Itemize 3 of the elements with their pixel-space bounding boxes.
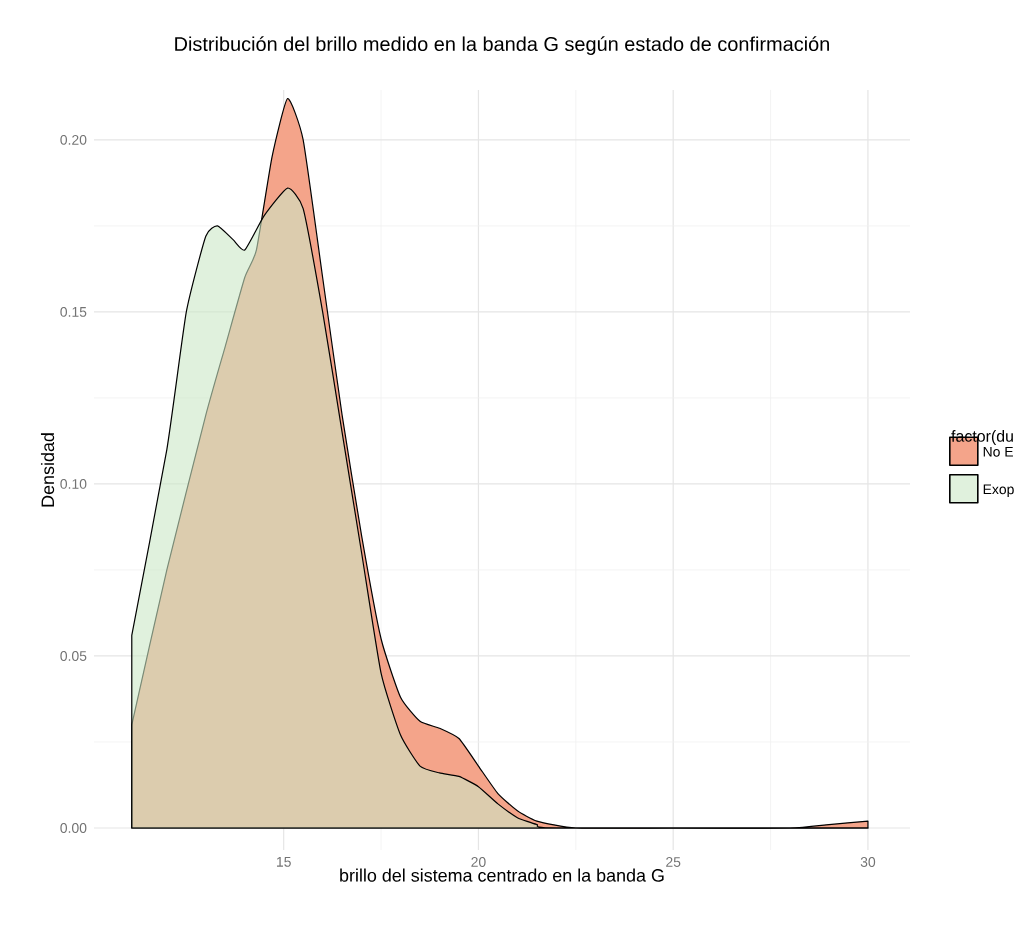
chart-title: Distribución del brillo medido en la banda G según estado de confirmación [175, 36, 829, 55]
y-axis-title: Densidad [40, 433, 55, 507]
x-axis-title: brillo del sistema centrado en la banda G [340, 868, 664, 882]
